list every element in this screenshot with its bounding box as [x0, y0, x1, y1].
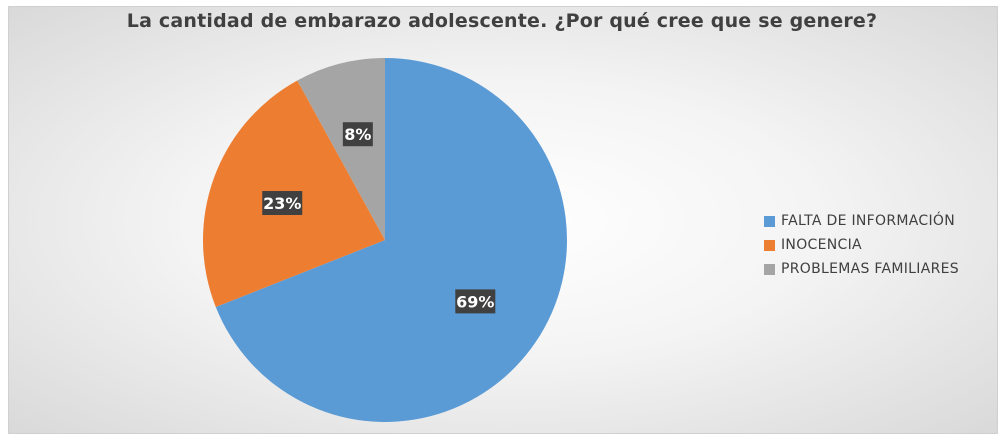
data-label-text: 23%	[263, 194, 301, 213]
data-label-box	[455, 289, 496, 314]
legend: FALTA DE INFORMACIÓN INOCENCIA PROBLEMAS…	[764, 209, 959, 281]
data-label: 8%	[342, 122, 373, 147]
legend-item: PROBLEMAS FAMILIARES	[764, 257, 959, 281]
data-label: 69%	[455, 289, 496, 314]
chart-title: La cantidad de embarazo adolescente. ¿Po…	[126, 10, 878, 32]
data-label-box	[262, 191, 303, 216]
legend-label: PROBLEMAS FAMILIARES	[781, 261, 959, 277]
legend-swatch	[764, 239, 775, 251]
data-label-text: 69%	[456, 292, 494, 311]
pie-slice	[297, 58, 385, 240]
legend-label: FALTA DE INFORMACIÓN	[781, 213, 955, 229]
data-label: 23%	[262, 191, 303, 216]
legend-swatch	[764, 215, 775, 227]
legend-item: INOCENCIA	[764, 233, 959, 257]
pie-slice	[215, 58, 567, 423]
data-label-box	[342, 122, 373, 147]
legend-label: INOCENCIA	[781, 237, 862, 253]
legend-item: FALTA DE INFORMACIÓN	[764, 209, 959, 233]
data-label-text: 8%	[344, 125, 371, 144]
legend-swatch	[764, 263, 775, 275]
